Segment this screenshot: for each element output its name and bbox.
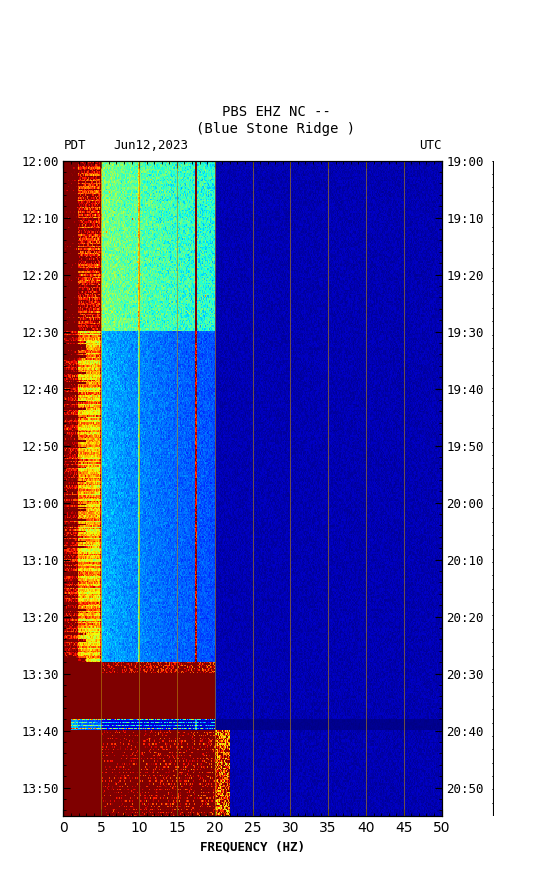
Text: (Blue Stone Ridge ): (Blue Stone Ridge ) [197,122,355,136]
Text: UTC: UTC [419,139,442,152]
Text: Jun12,2023: Jun12,2023 [113,139,188,152]
X-axis label: FREQUENCY (HZ): FREQUENCY (HZ) [200,840,305,854]
Text: USGS: USGS [21,26,67,41]
Text: PBS EHZ NC --: PBS EHZ NC -- [221,104,331,119]
Text: PDT: PDT [63,139,86,152]
